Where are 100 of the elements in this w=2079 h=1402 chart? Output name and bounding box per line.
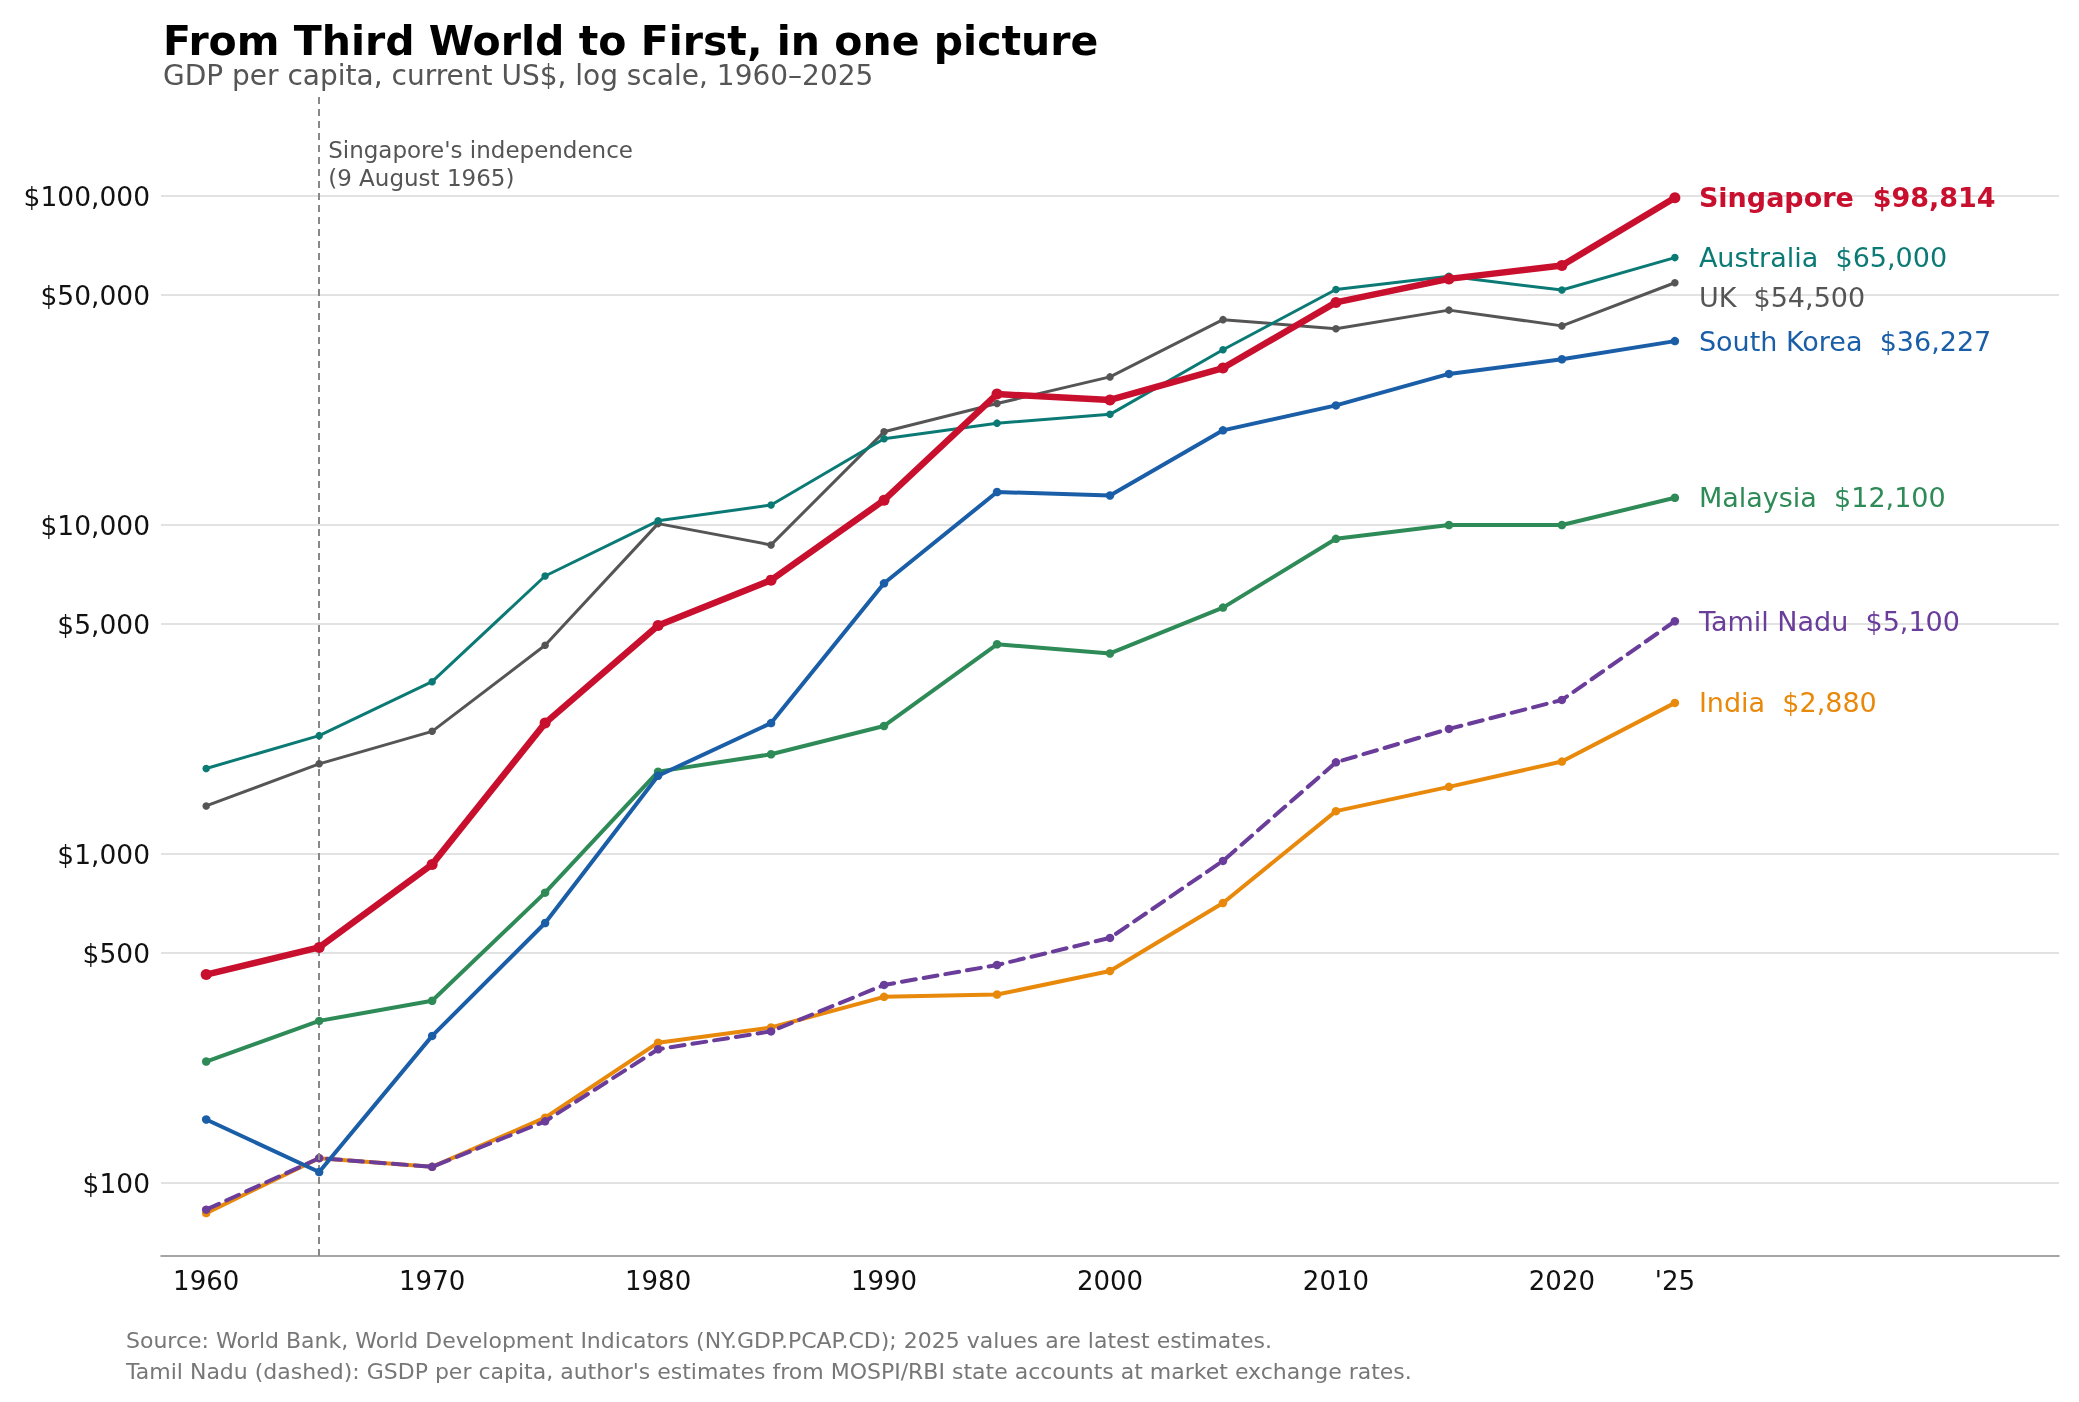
x-tick-label: 1980 <box>625 1266 692 1296</box>
point <box>992 990 1002 999</box>
point <box>1671 253 1679 262</box>
point <box>1443 273 1455 285</box>
point <box>1219 346 1227 354</box>
point <box>1557 757 1567 766</box>
point <box>879 992 889 1002</box>
y-tick-label: $5,000 <box>57 608 150 640</box>
x-tick-label: 2000 <box>1076 1266 1144 1296</box>
point <box>1219 315 1227 324</box>
point <box>767 541 775 549</box>
point <box>992 960 1002 970</box>
point <box>1670 336 1680 346</box>
point <box>1218 426 1228 435</box>
point <box>1106 373 1114 381</box>
point <box>653 1045 663 1054</box>
text: South Korea $36,227 <box>1698 325 1992 357</box>
point <box>541 641 549 650</box>
point <box>1330 296 1342 308</box>
point <box>880 434 888 443</box>
point <box>1218 856 1228 866</box>
point <box>541 572 549 580</box>
point <box>991 388 1003 400</box>
point <box>200 969 212 981</box>
text: Malaysia $12,100 <box>1698 482 1946 514</box>
text: Australia $65,000 <box>1698 242 1948 274</box>
ref-line-label: Singapore's independence (9 August 1965) <box>328 137 633 191</box>
point <box>1444 782 1454 792</box>
x-tick-label: 1990 <box>850 1266 918 1296</box>
y-tick-label: $1,000 <box>57 838 150 870</box>
y-tick-label: $100,000 <box>23 180 150 212</box>
y-tick-label: $500 <box>82 937 150 969</box>
point <box>1105 649 1115 658</box>
point <box>1332 325 1340 333</box>
point <box>879 579 889 588</box>
point <box>539 717 551 729</box>
point <box>1444 724 1454 734</box>
point <box>1557 520 1567 530</box>
point <box>1104 394 1116 406</box>
point <box>879 721 889 731</box>
point <box>428 727 436 736</box>
point <box>201 1057 211 1066</box>
point <box>1218 898 1228 908</box>
point <box>878 494 890 506</box>
y-tick-label: $10,000 <box>40 509 150 541</box>
x-tick-label: 1970 <box>399 1266 466 1296</box>
point <box>766 750 776 759</box>
point <box>202 802 210 810</box>
x-tick-label: '25 <box>1654 1266 1695 1296</box>
point <box>315 731 323 740</box>
point <box>765 574 777 586</box>
point <box>314 1016 324 1026</box>
text: Singapore $98,814 <box>1698 182 1996 214</box>
point <box>1671 279 1679 287</box>
point <box>1670 493 1680 503</box>
y-tick-label: $50,000 <box>40 279 150 311</box>
point <box>1106 410 1114 419</box>
point <box>426 858 438 870</box>
x-tick-label: 2010 <box>1302 1266 1370 1296</box>
point <box>652 620 664 631</box>
point <box>1670 616 1680 626</box>
point <box>314 1167 324 1177</box>
point <box>766 718 776 728</box>
point <box>1669 192 1681 204</box>
point <box>540 888 550 897</box>
point <box>879 980 889 990</box>
point <box>993 399 1001 408</box>
point <box>1105 933 1115 943</box>
text: UK $54,500 <box>1698 282 1866 314</box>
point <box>201 1205 211 1214</box>
point <box>1556 260 1568 271</box>
point <box>427 996 437 1006</box>
point <box>1331 806 1341 816</box>
point <box>993 419 1001 427</box>
point <box>1105 966 1115 976</box>
text: Tamil Nadu $5,100 <box>1698 605 1960 637</box>
point <box>315 760 323 768</box>
point <box>1105 491 1115 500</box>
point <box>1557 355 1567 364</box>
point <box>1558 286 1566 294</box>
point <box>1557 695 1567 705</box>
point <box>202 764 210 773</box>
point <box>1444 520 1454 530</box>
point <box>653 771 663 780</box>
point <box>540 1117 550 1126</box>
point <box>1332 285 1340 294</box>
point <box>1670 698 1680 708</box>
point <box>880 428 888 436</box>
point <box>427 1031 437 1041</box>
point <box>1331 534 1341 544</box>
point <box>1218 603 1228 612</box>
source-note: Source: World Bank, World Development Indicators (NY.GDP.PCAP.CD); 2025 values are latest estimates. <box>126 1327 1272 1353</box>
point <box>1217 362 1229 374</box>
point <box>1445 306 1453 314</box>
x-tick-label: 2020 <box>1528 1266 1595 1296</box>
point <box>1331 758 1341 767</box>
point <box>201 1115 211 1124</box>
point <box>428 677 436 686</box>
point <box>1558 322 1566 330</box>
point <box>540 918 550 928</box>
